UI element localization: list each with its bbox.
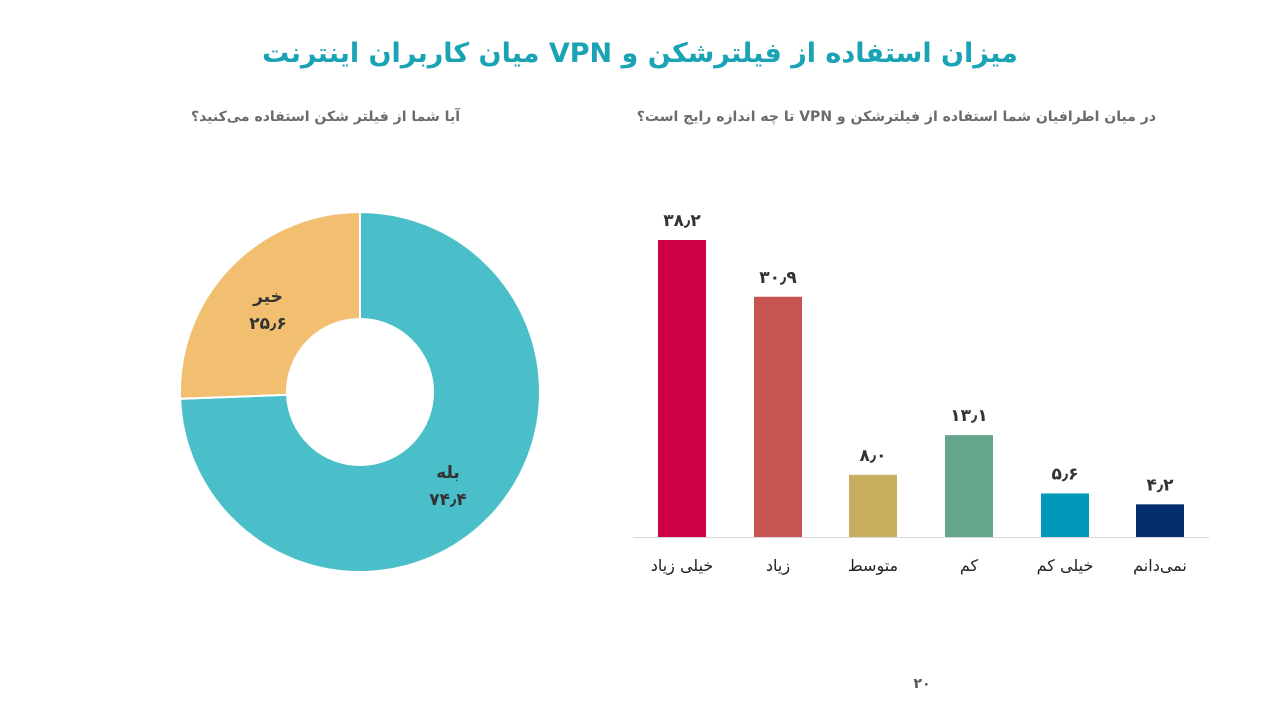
- bar-category-label: زیاد: [766, 556, 790, 576]
- bar-1: [658, 239, 706, 537]
- bar-category-label: خیلی زیاد: [651, 556, 714, 576]
- bar-value-label: ۳۰٫۹: [759, 268, 797, 288]
- bar-value-label: ۵٫۶: [1051, 464, 1078, 484]
- bar-3: [849, 474, 897, 537]
- bar-value-label: ۱۳٫۱: [950, 406, 987, 426]
- bar-5: [1041, 493, 1089, 537]
- donut-slice-label: خیر: [252, 287, 283, 307]
- bar-category-label: نمی‌دانم: [1133, 556, 1187, 575]
- page-title: میزان استفاده از فیلترشکن و VPN میان کار…: [262, 38, 1018, 69]
- bar-value-label: ۳۸٫۲: [663, 211, 701, 231]
- bar-category-label: کم: [960, 556, 979, 575]
- donut-slice-label: بله: [436, 463, 460, 483]
- bar-category-label: خیلی کم: [1037, 556, 1094, 575]
- bar-category-label: متوسط: [848, 556, 898, 576]
- bar-value-label: ۸٫۰: [859, 446, 886, 466]
- bar-chart-title: در میان اطرافیان شما استفاده از فیلترشکن…: [636, 109, 1156, 125]
- bar-value-label: ۴٫۲: [1146, 475, 1174, 495]
- page-number: ۲۰: [913, 676, 931, 692]
- bar-4: [945, 435, 993, 537]
- donut-slice-value: ۷۴٫۴: [429, 490, 466, 510]
- donut-chart-title: آیا شما از فیلتر شکن استفاده می‌کنید؟: [190, 109, 460, 125]
- bar-6: [1136, 504, 1184, 537]
- donut-slice-value: ۲۵٫۶: [249, 314, 286, 334]
- donut-slice-no: [179, 210, 361, 400]
- bar-2: [754, 296, 802, 537]
- donut-slice-yes: [179, 210, 541, 573]
